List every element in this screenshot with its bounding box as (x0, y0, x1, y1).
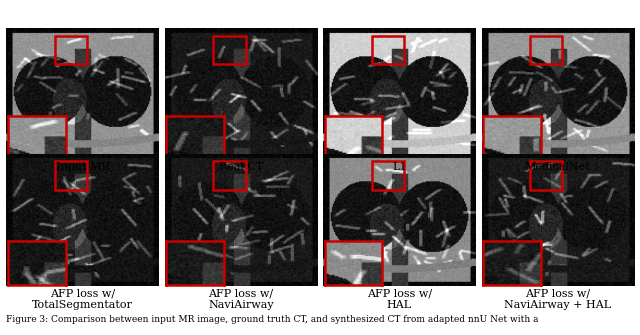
Text: Input MR: Input MR (56, 162, 109, 173)
Bar (530, 36, 563, 64)
Bar (213, 161, 246, 190)
Bar (371, 36, 404, 64)
Text: MedicalNet: MedicalNet (525, 162, 591, 173)
Bar (371, 161, 404, 190)
Text: AFP loss w/
HAL: AFP loss w/ HAL (367, 288, 432, 310)
Text: Real CT: Real CT (219, 162, 263, 173)
Bar (213, 36, 246, 64)
Text: AFP loss w/
NaviAirway + HAL: AFP loss w/ NaviAirway + HAL (504, 288, 611, 310)
Text: L1: L1 (392, 162, 406, 173)
Text: AFP loss w/
TotalSegmentator: AFP loss w/ TotalSegmentator (32, 288, 133, 310)
Bar (530, 161, 563, 190)
Bar (54, 36, 87, 64)
Text: Figure 3: Comparison between input MR image, ground truth CT, and synthesized CT: Figure 3: Comparison between input MR im… (6, 315, 539, 324)
Bar (54, 161, 87, 190)
Text: AFP loss w/
NaviAirway: AFP loss w/ NaviAirway (208, 288, 274, 310)
